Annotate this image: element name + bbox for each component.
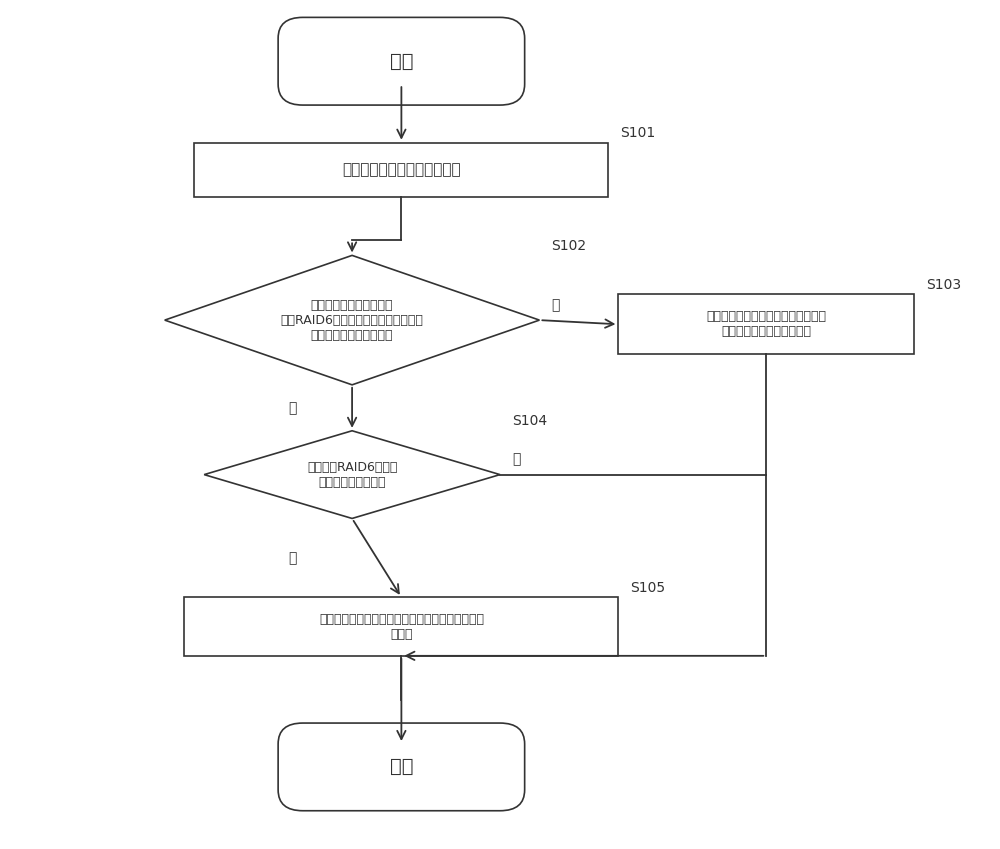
FancyBboxPatch shape	[278, 723, 525, 811]
Text: S102: S102	[551, 239, 586, 253]
Text: 开始: 开始	[390, 52, 413, 70]
FancyBboxPatch shape	[278, 17, 525, 105]
Text: 是: 是	[551, 298, 560, 312]
Text: 否: 否	[512, 453, 520, 466]
Text: 接收目标分块的编号获取请求: 接收目标分块的编号获取请求	[342, 162, 461, 177]
Text: S103: S103	[926, 278, 961, 292]
Polygon shape	[204, 430, 500, 519]
Text: 是: 是	[289, 551, 297, 565]
Text: S101: S101	[620, 127, 656, 140]
Text: S105: S105	[630, 581, 665, 595]
Text: 从所述哈希表中读取所述目标分块编
号并响应所述编号获取请求: 从所述哈希表中读取所述目标分块编 号并响应所述编号获取请求	[706, 310, 826, 338]
Text: 判断所述RAID6阵列的
磁盘数目是否为偶数: 判断所述RAID6阵列的 磁盘数目是否为偶数	[307, 461, 397, 489]
Bar	[194, 143, 608, 197]
Text: 根据所述目标分块对应的对称分块确定所述目标分
块编号: 根据所述目标分块对应的对称分块确定所述目标分 块编号	[319, 613, 484, 641]
Text: S104: S104	[512, 414, 547, 428]
Text: 结束: 结束	[390, 757, 413, 776]
Bar	[184, 598, 618, 655]
Polygon shape	[165, 256, 539, 385]
Text: 根据磁盘编号和条带编号
判断RAID6阵列对应哈希表中是否存在
目标分块的目标分块编号: 根据磁盘编号和条带编号 判断RAID6阵列对应哈希表中是否存在 目标分块的目标分…	[281, 299, 424, 341]
Text: 否: 否	[289, 401, 297, 415]
Bar	[618, 295, 914, 354]
